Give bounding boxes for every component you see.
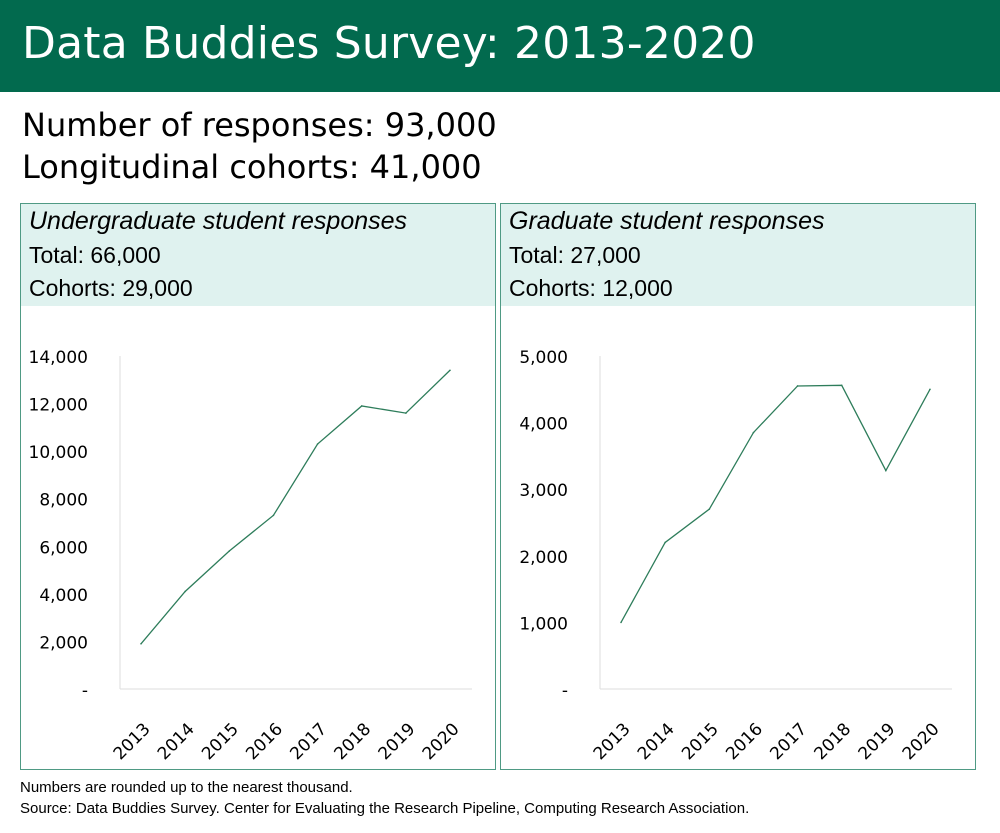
- x-tick-label: 2017: [286, 719, 331, 764]
- x-tick-label: 2013: [110, 719, 155, 764]
- x-tick-label: 2020: [419, 719, 464, 764]
- panel-total: Total: 66,000: [29, 242, 161, 268]
- panel-header: Undergraduate student responses Total: 6…: [21, 204, 495, 306]
- data-point: [228, 550, 231, 552]
- y-tick-label: 5,000: [519, 348, 568, 368]
- title-banner: Data Buddies Survey: 2013-2020: [0, 0, 1000, 92]
- data-point: [929, 388, 931, 391]
- data-point: [664, 541, 666, 544]
- data-point: [140, 643, 142, 645]
- y-tick-label: -: [82, 681, 88, 701]
- data-point: [708, 508, 711, 510]
- x-tick-label: 2014: [634, 719, 679, 764]
- y-tick-label: 6,000: [39, 538, 88, 558]
- page-title: Data Buddies Survey: 2013-2020: [22, 18, 756, 69]
- y-tick-label: 10,000: [29, 443, 88, 463]
- y-tick-label: 2,000: [39, 633, 88, 653]
- x-tick-label: 2015: [198, 719, 243, 764]
- y-tick-label: 4,000: [39, 586, 88, 606]
- rounding-note: Numbers are rounded up to the nearest th…: [20, 779, 353, 796]
- x-tick-label: 2020: [899, 719, 944, 764]
- panel-cohorts: Cohorts: 12,000: [509, 275, 673, 301]
- data-point: [885, 469, 887, 472]
- x-tick-label: 2015: [678, 719, 723, 764]
- data-point: [449, 369, 451, 372]
- data-point: [360, 405, 363, 407]
- x-tick-label: 2014: [154, 719, 199, 764]
- data-point: [405, 412, 407, 414]
- graduate-panel: Graduate student responses Total: 27,000…: [500, 203, 976, 770]
- data-point: [184, 590, 186, 593]
- y-tick-label: 3,000: [519, 481, 568, 501]
- data-point: [272, 514, 275, 517]
- data-point: [796, 385, 799, 387]
- y-tick-label: 4,000: [519, 415, 568, 435]
- x-tick-label: 2013: [590, 719, 635, 764]
- x-tick-label: 2016: [242, 719, 287, 764]
- x-tick-label: 2019: [375, 719, 420, 764]
- y-tick-label: 14,000: [29, 348, 88, 368]
- data-point: [316, 443, 319, 445]
- x-tick-label: 2019: [855, 719, 900, 764]
- series-line: [620, 384, 931, 623]
- panel-header: Graduate student responses Total: 27,000…: [501, 204, 975, 306]
- data-point: [620, 621, 622, 624]
- panel-cohorts: Cohorts: 29,000: [29, 275, 193, 301]
- cohorts-summary: Longitudinal cohorts: 41,000: [22, 148, 482, 186]
- undergraduate-panel: Undergraduate student responses Total: 6…: [20, 203, 496, 770]
- undergraduate-chart: - 2,000 4,000 6,000 8,000 10,000 12,000 14,000 2…: [29, 348, 472, 764]
- x-tick-label: 2018: [811, 719, 856, 764]
- panel-title: Undergraduate student responses: [29, 207, 408, 235]
- x-tick-label: 2018: [331, 719, 376, 764]
- data-point: [752, 431, 755, 434]
- data-point: [840, 384, 843, 387]
- y-tick-label: 8,000: [39, 491, 88, 511]
- y-tick-label: -: [562, 681, 568, 701]
- responses-summary: Number of responses: 93,000: [22, 106, 497, 144]
- source-note: Source: Data Buddies Survey. Center for …: [20, 800, 750, 817]
- panel-title: Graduate student responses: [509, 207, 825, 235]
- y-tick-label: 1,000: [519, 614, 568, 634]
- x-tick-label: 2017: [766, 719, 811, 764]
- y-tick-label: 12,000: [29, 396, 88, 416]
- panel-total: Total: 27,000: [509, 242, 641, 268]
- series-line: [140, 369, 451, 645]
- x-tick-label: 2016: [722, 719, 767, 764]
- y-tick-label: 2,000: [519, 548, 568, 568]
